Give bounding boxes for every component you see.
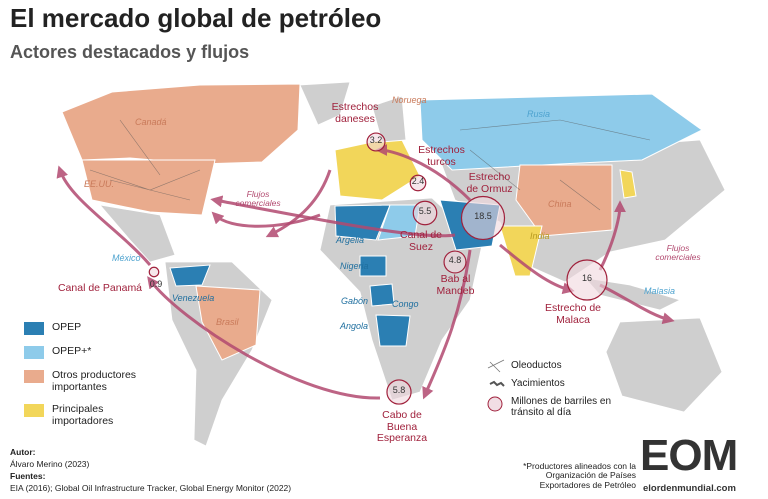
transit-value: 5.5 xyxy=(418,206,432,216)
transit-circle xyxy=(460,195,506,241)
legend-label: OPEP xyxy=(52,321,82,333)
transit-value: 0.9 xyxy=(149,279,163,289)
country-label: Venezuela xyxy=(172,293,215,303)
country-label: China xyxy=(548,199,572,209)
legend-swatch xyxy=(24,346,44,359)
country-label: Congo xyxy=(392,299,419,309)
legend-symbol-label: Oleoductos xyxy=(511,360,562,371)
credit-text: Fuentes: xyxy=(10,471,46,481)
country-label: México xyxy=(112,253,141,263)
chokepoint-label: Canal de Suez xyxy=(399,229,443,253)
flows xyxy=(56,144,675,400)
country-label: Rusia xyxy=(527,109,551,119)
legend-label: Otros productores importantes xyxy=(52,369,137,393)
legend-swatch xyxy=(24,370,44,383)
country-label: Gabón xyxy=(341,296,369,306)
chokepoint-label: Cabo de Buena Esperanza xyxy=(376,409,428,445)
chokepoint-label: Estrecho de Malaca xyxy=(544,302,602,326)
pipelines xyxy=(89,119,651,211)
legend-swatch xyxy=(24,404,44,417)
transit-value: 18.5 xyxy=(474,211,492,221)
credit-text: EIA (2016); Global Oil Infrastructure Tr… xyxy=(10,483,292,493)
transit-circle xyxy=(148,266,160,278)
flow-label: Flujos comerciales xyxy=(235,189,281,209)
chokepoint-label: Canal de Panamá xyxy=(57,282,143,294)
transit-circle xyxy=(386,379,412,405)
country-label: Noruega xyxy=(392,95,427,105)
legend-symbol-label: Yacimientos xyxy=(511,378,565,389)
country-label: Nigeria xyxy=(340,261,369,271)
transit-circle xyxy=(412,200,438,226)
country-label: Malasia xyxy=(644,286,676,296)
chokepoints xyxy=(148,132,608,405)
legend-label: Principales importadores xyxy=(52,403,114,427)
transit-value: 5.8 xyxy=(392,385,406,395)
country-label: India xyxy=(530,231,550,241)
transit-circle xyxy=(566,259,608,301)
country-label: Brasil xyxy=(216,317,239,327)
transit-circle xyxy=(409,174,427,192)
flow-label: Flujos comerciales xyxy=(655,243,701,263)
transit-circle xyxy=(366,132,386,152)
credit-text: Álvaro Merino (2023) xyxy=(10,459,90,469)
subtitle: Actores destacados y flujos xyxy=(10,42,250,62)
legend-symbol-label: Millones de barriles en tránsito al día xyxy=(511,396,612,418)
country-label: EE.UU. xyxy=(84,179,115,189)
chokepoint-label: Estrechos turcos xyxy=(418,144,465,168)
credit-text: Autor: xyxy=(10,447,36,457)
chokepoint-label: Bab al Mandeb xyxy=(436,273,475,297)
footnote: *Productores alineados con la Organizaci… xyxy=(523,461,636,490)
legend-symbols xyxy=(487,359,505,412)
transit-value: 2.4 xyxy=(411,176,425,186)
transit-circle xyxy=(443,250,467,274)
logo-site: elordenmundial.com xyxy=(643,483,736,494)
country-label: Angola xyxy=(340,321,369,331)
transit-value: 4.8 xyxy=(448,255,462,265)
chokepoint-label: Estrechos daneses xyxy=(331,101,379,125)
legend-swatch xyxy=(24,322,44,335)
chokepoint-label: Estrecho de Ormuz xyxy=(466,171,513,195)
title: El mercado global de petróleo xyxy=(10,3,382,33)
legend-label: OPEP+* xyxy=(52,345,92,357)
transit-value: 16 xyxy=(581,273,592,283)
country-label: Canadá xyxy=(135,117,167,127)
logo-mark: EOM xyxy=(640,431,738,480)
countries xyxy=(61,83,703,361)
transit-value: 3.2 xyxy=(369,135,383,145)
country-label: Argelia xyxy=(336,235,365,245)
